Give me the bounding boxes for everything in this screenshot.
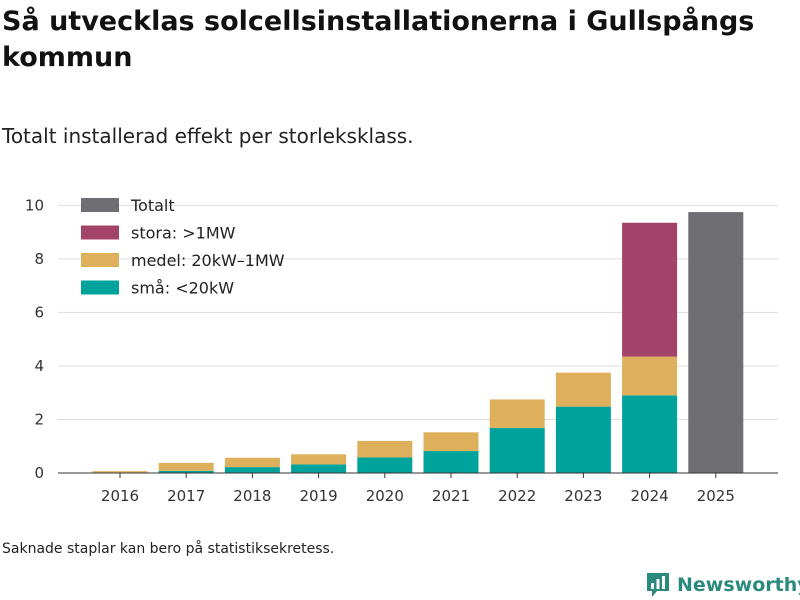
x-tick-label: 2018 — [233, 487, 271, 505]
x-tick-label: 2016 — [101, 487, 139, 505]
x-tick-label: 2024 — [631, 487, 669, 505]
legend-label-sma: små: <20kW — [131, 279, 234, 298]
bar-medel-2023 — [555, 372, 611, 407]
bar-medel-2016 — [92, 471, 148, 473]
bar-medel-2018 — [224, 457, 280, 468]
bar-sma-2021 — [423, 451, 479, 473]
y-axis-ticks: 0 2 4 6 8 10 — [25, 196, 44, 482]
brand-name: Newsworthy — [677, 574, 800, 596]
legend-label-totalt: Totalt — [130, 196, 175, 215]
chart-title: Så utvecklas solcellsinstallationerna i … — [2, 6, 755, 73]
y-tick-label: 4 — [34, 357, 44, 375]
bar-medel-2022 — [489, 399, 545, 429]
y-tick-label: 6 — [34, 303, 44, 321]
bar-stora-2024 — [622, 222, 678, 357]
footnote: Saknade staplar kan bero på statistiksek… — [2, 541, 335, 557]
legend-swatch-sma — [81, 280, 119, 295]
legend-label-stora: stora: >1MW — [131, 224, 236, 243]
legend-swatch-stora — [81, 225, 119, 240]
y-tick-label: 8 — [34, 250, 44, 268]
bar-sma-2018 — [224, 467, 280, 473]
bar-sma-2023 — [555, 406, 611, 473]
x-tick-label: 2023 — [564, 487, 602, 505]
bar-totalt-2025 — [688, 212, 744, 474]
bar-sma-2017 — [158, 470, 214, 473]
x-tick-label: 2020 — [366, 487, 404, 505]
x-axis-ticks: 2016 2017 2018 2019 2020 2021 2022 2023 2024 2025 — [101, 473, 735, 505]
bar-sma-2024 — [622, 395, 678, 473]
y-tick-label: 0 — [34, 464, 44, 482]
bar-medel-2019 — [291, 454, 347, 465]
legend: Totalt stora: >1MW medel: 20kW–1MW små: <20… — [81, 196, 285, 298]
bar-medel-2021 — [423, 432, 479, 452]
x-tick-label: 2017 — [167, 487, 205, 505]
legend-swatch-medel — [81, 253, 119, 267]
bar-chart-icon — [647, 573, 669, 597]
bar-medel-2020 — [357, 440, 413, 458]
x-tick-label: 2022 — [498, 487, 536, 505]
y-tick-label: 10 — [25, 196, 44, 214]
bar-sma-2020 — [357, 457, 413, 473]
y-tick-label: 2 — [34, 410, 44, 428]
x-tick-label: 2021 — [432, 487, 470, 505]
legend-swatch-totalt — [81, 198, 119, 212]
legend-label-medel: medel: 20kW–1MW — [131, 251, 285, 270]
bars — [92, 212, 744, 474]
bar-sma-2019 — [291, 464, 347, 473]
bar-medel-2024 — [622, 356, 678, 396]
newsworthy-logo[interactable]: Newsworthy — [645, 570, 800, 600]
bar-sma-2022 — [489, 428, 545, 473]
bar-medel-2017 — [158, 462, 214, 471]
x-tick-label: 2019 — [300, 487, 338, 505]
chart-subtitle: Totalt installerad effekt per storlekskl… — [2, 124, 414, 148]
x-tick-label: 2025 — [697, 487, 735, 505]
